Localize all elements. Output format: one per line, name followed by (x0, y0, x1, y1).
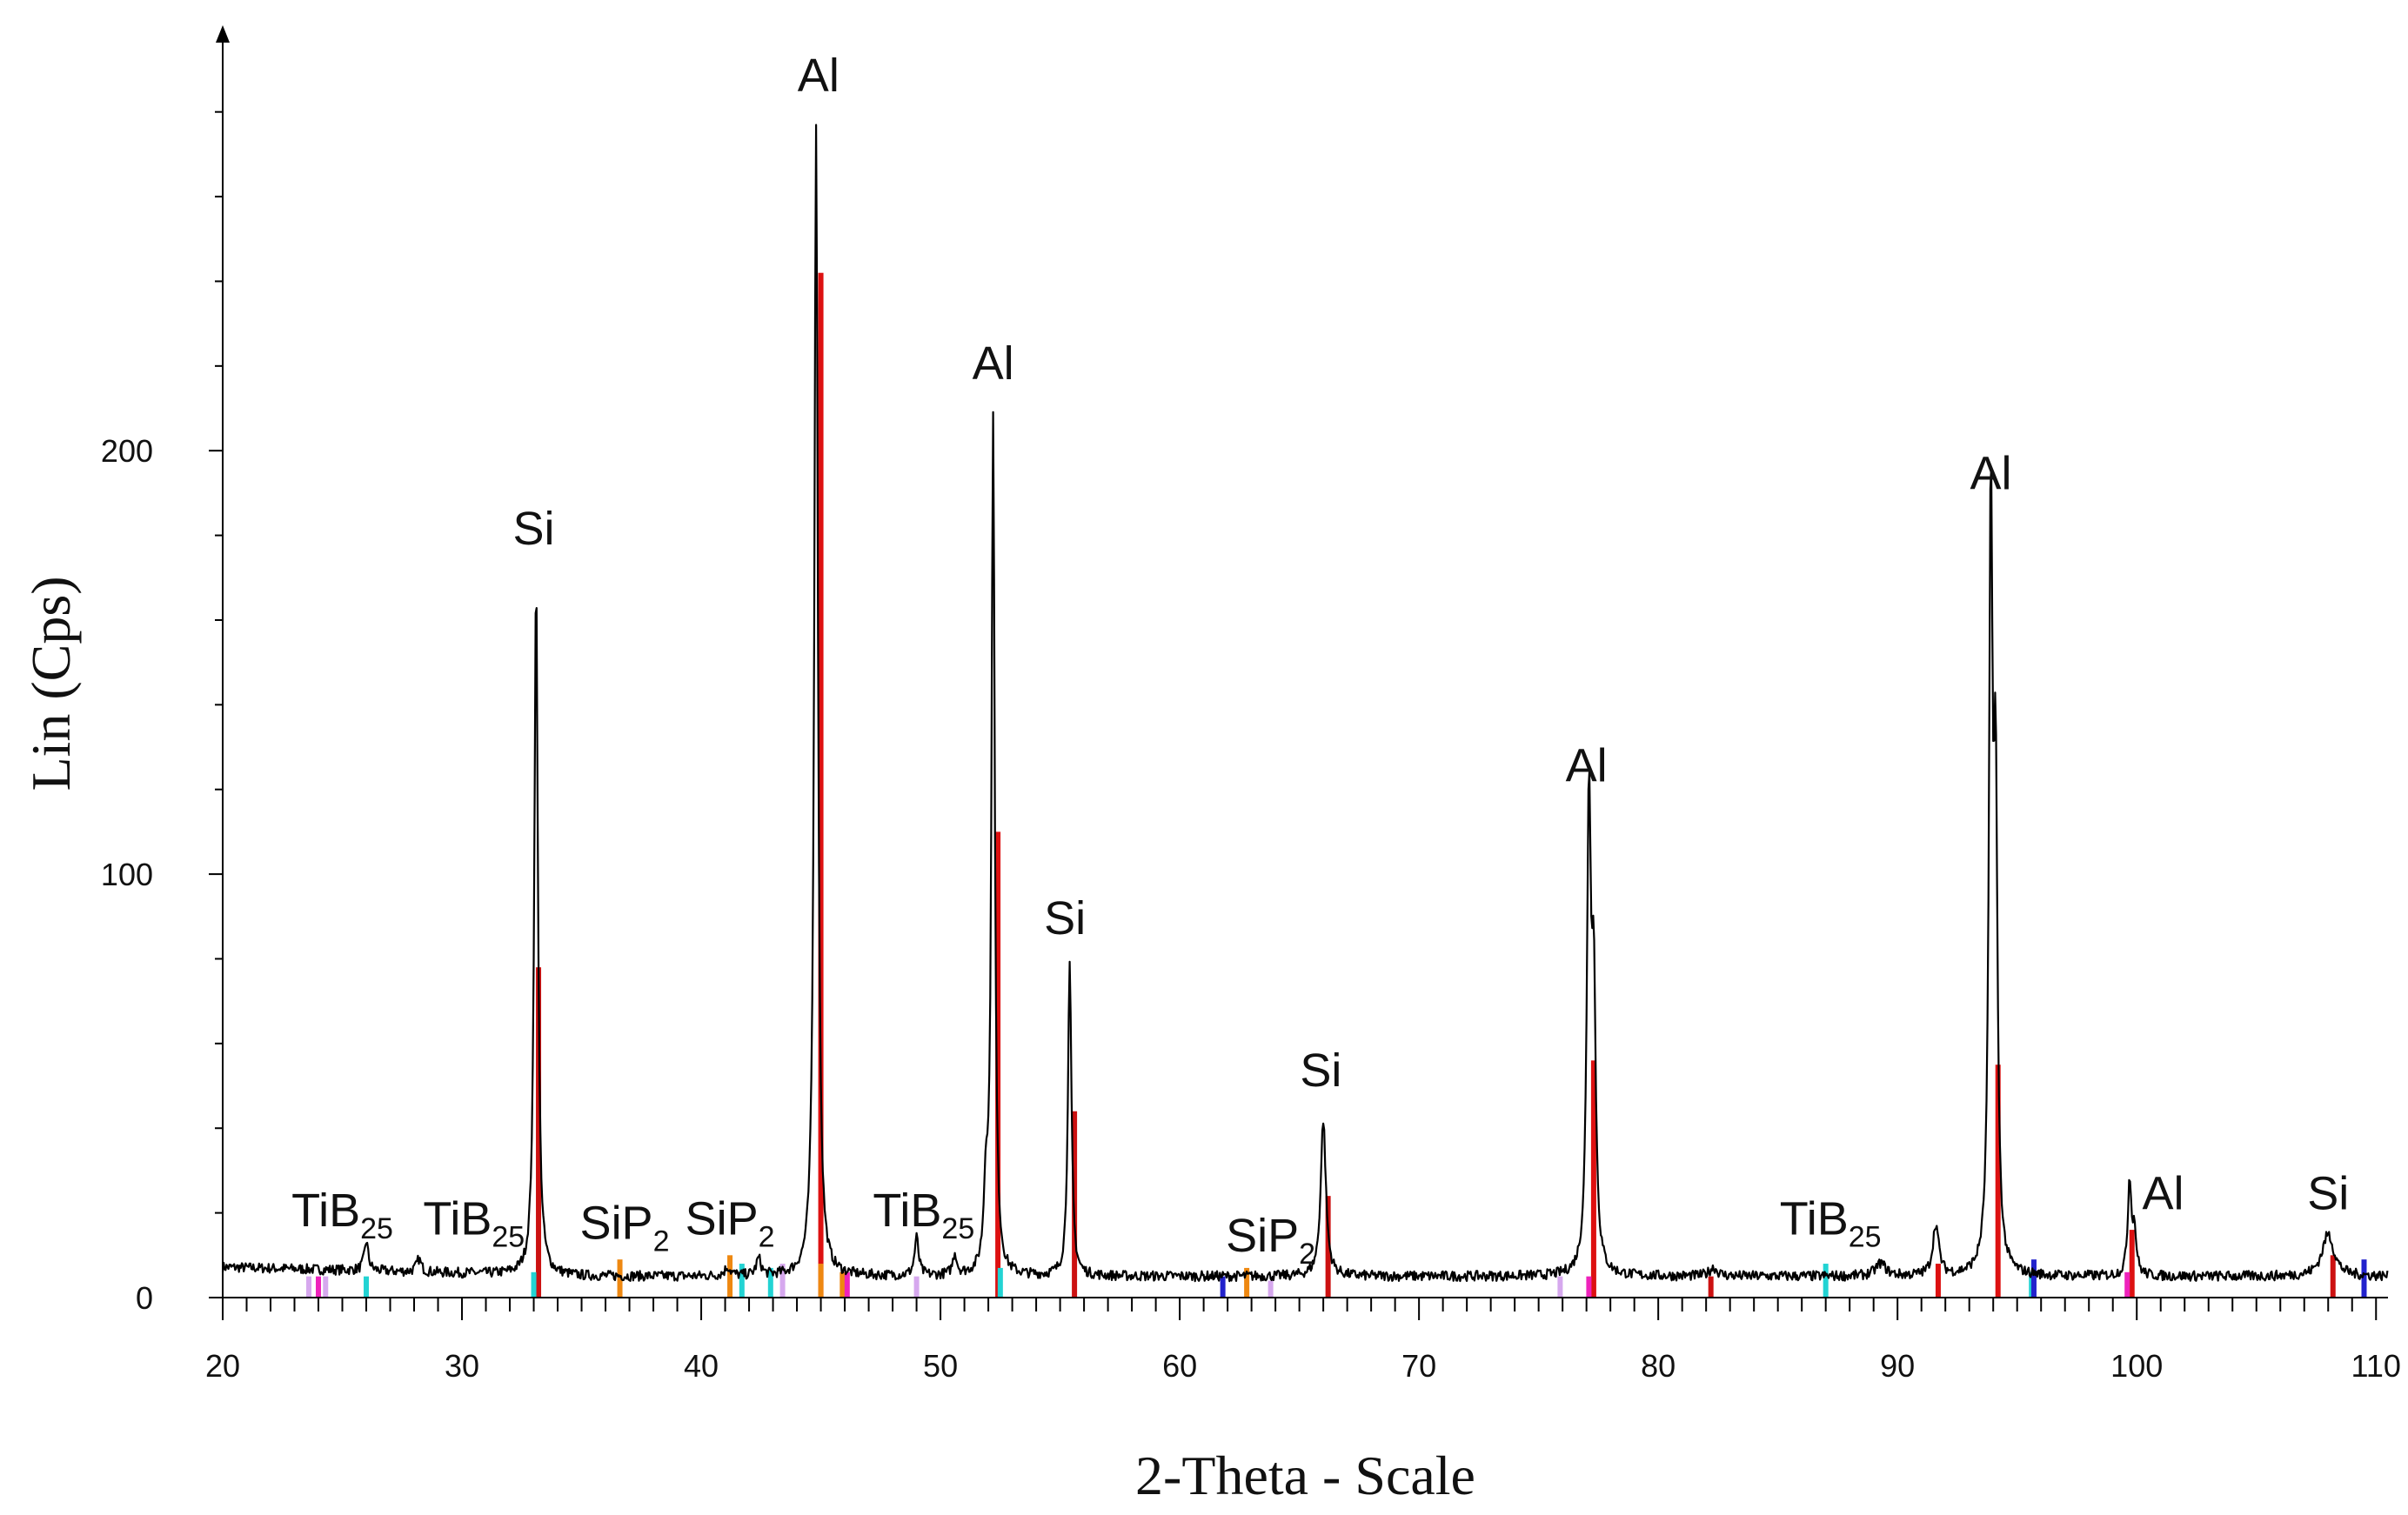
x-tick-label: 50 (923, 1348, 958, 1384)
peak-label-subscript: 25 (360, 1212, 393, 1245)
x-tick-label: 60 (1162, 1348, 1197, 1384)
peak-label-text: SiP (1226, 1210, 1299, 1262)
reference-bar-sip2 (839, 1271, 846, 1298)
peak-label-tib: TiB25 (873, 1185, 974, 1245)
peak-label-text: SiP (580, 1197, 653, 1249)
reference-bar-si (1708, 1276, 1714, 1298)
peak-label-subscript: 2 (1299, 1238, 1315, 1271)
x-tick-label: 70 (1401, 1348, 1436, 1384)
peak-label-text: TiB (873, 1185, 941, 1237)
reference-bar-tib25 (1823, 1264, 1829, 1298)
peak-label-text: Al (973, 337, 1014, 390)
peak-label-text: Si (1300, 1044, 1341, 1097)
peak-label-subscript: 25 (492, 1221, 525, 1254)
peak-label-text: SiP (686, 1193, 759, 1245)
axes-group (216, 25, 2388, 1298)
x-tick-label: 100 (2110, 1348, 2163, 1384)
reference-bar-tib25 (739, 1264, 745, 1298)
peak-label-subscript: 25 (941, 1212, 974, 1245)
x-tick-label: 90 (1880, 1348, 1915, 1384)
peak-label-text: TiB (1780, 1193, 1849, 1245)
reference-bars-group (306, 272, 2367, 1298)
reference-bar-other-1 (306, 1276, 312, 1298)
y-tick-label: 100 (101, 857, 153, 892)
reference-bar-other-1 (1268, 1280, 1274, 1298)
reference-bar-other-2 (316, 1276, 322, 1298)
reference-bar-al (2129, 1230, 2135, 1298)
peak-label-text: TiB (423, 1193, 492, 1245)
x-tick-label: 80 (1641, 1348, 1676, 1384)
reference-bar-other-3 (2030, 1259, 2037, 1298)
reference-bar-si (2330, 1255, 2336, 1298)
peak-label-text: Si (1044, 892, 1086, 944)
pattern-line-group (221, 123, 2389, 1283)
reference-bar-tib25 (767, 1267, 773, 1298)
peak-label-si: Si (1300, 1044, 1341, 1097)
reference-bar-sip2 (617, 1259, 623, 1298)
peak-label-si: Si (513, 503, 555, 555)
x-tick-label: 30 (445, 1348, 479, 1384)
peak-label-text: Al (1970, 448, 2011, 500)
reference-bar-other-1 (323, 1276, 329, 1298)
peak-label-al: Al (1566, 740, 1608, 792)
peak-label-subscript: 2 (653, 1225, 670, 1258)
reference-bar-tib25 (364, 1276, 370, 1298)
ticks-group: 20 30 40 50 60 70 80 90 100 110 0 100 200 (101, 110, 2401, 1384)
reference-bar-other-3 (2361, 1259, 2367, 1298)
peak-label-si: Si (1044, 892, 1086, 944)
peak-label-sip: SiP2 (686, 1193, 775, 1254)
peak-label-text: Si (513, 503, 555, 555)
peak-label-tib: TiB25 (423, 1193, 525, 1254)
peak-label-subscript: 25 (1849, 1221, 1882, 1254)
y-axis-arrow (216, 25, 230, 43)
reference-bar-other-2 (844, 1271, 850, 1298)
peak-label-al: Al (973, 337, 1014, 390)
y-axis-title: Lin (Cps) (20, 576, 82, 791)
x-tick-label: 110 (2351, 1348, 2401, 1384)
x-tick-label: 40 (684, 1348, 719, 1384)
peak-label-text: Si (2307, 1167, 2349, 1219)
reference-bar-al (995, 831, 1001, 1298)
peak-label-tib: TiB25 (1780, 1193, 1882, 1254)
reference-bar-sip2 (818, 1264, 824, 1298)
reference-bar-al (1995, 1065, 2001, 1298)
reference-bar-other-1 (779, 1264, 786, 1298)
reference-bar-other-2 (1586, 1276, 1592, 1298)
peak-label-tib: TiB25 (291, 1185, 393, 1245)
peak-label-text: Al (2142, 1167, 2184, 1219)
reference-bar-al (1590, 1060, 1596, 1298)
pattern-series-line (221, 123, 2389, 1283)
reference-bar-other-3 (1220, 1276, 1226, 1298)
peak-label-subscript: 2 (759, 1221, 775, 1254)
reference-bar-sip2 (727, 1255, 733, 1298)
y-tick-label: 0 (136, 1280, 153, 1316)
peak-label-sip: SiP2 (580, 1197, 670, 1258)
peak-label-si: Si (2307, 1167, 2349, 1219)
peak-label-text: TiB (291, 1185, 360, 1237)
reference-bar-si (1325, 1196, 1331, 1298)
reference-bar-sip2 (1244, 1267, 1250, 1298)
peak-label-text: Al (798, 50, 839, 102)
reference-bar-other-2 (2124, 1271, 2130, 1298)
reference-bar-tib25 (531, 1271, 537, 1298)
reference-bar-al (1935, 1264, 1941, 1298)
peak-label-al: Al (798, 50, 839, 102)
peak-label-al: Al (2142, 1167, 2184, 1219)
peak-label-text: Al (1566, 740, 1608, 792)
y-tick-label: 200 (101, 433, 153, 469)
reference-bar-tib25 (997, 1267, 1003, 1298)
reference-bar-other-1 (913, 1276, 920, 1298)
x-tick-label: 20 (205, 1348, 240, 1384)
x-axis-title: 2-Theta - Scale (1135, 1445, 1475, 1506)
reference-bar-al (818, 272, 824, 1298)
peak-label-sip: SiP2 (1226, 1210, 1315, 1271)
reference-bar-si (536, 967, 542, 1298)
peak-label-al: Al (1970, 448, 2011, 500)
reference-bar-other-1 (1557, 1276, 1563, 1298)
